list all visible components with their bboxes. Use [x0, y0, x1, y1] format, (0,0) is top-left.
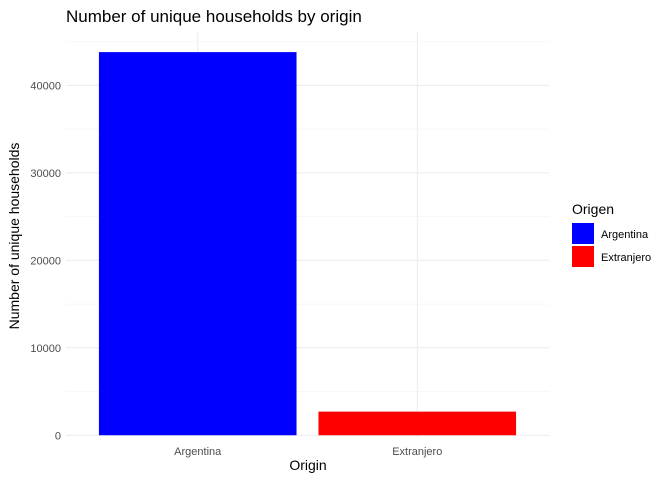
x-tick-label: Argentina [174, 446, 222, 458]
x-tick-label: Extranjero [392, 446, 442, 458]
legend-label: Argentina [601, 229, 649, 241]
y-tick-label: 40000 [30, 80, 61, 92]
legend-title: Origen [572, 201, 614, 217]
legend-key-argentina [572, 223, 594, 244]
y-tick-label: 30000 [30, 168, 61, 180]
y-tick-label: 0 [55, 430, 61, 442]
y-axis-ticks: 0 10000 20000 30000 40000 [30, 80, 61, 442]
bars [98, 52, 517, 436]
legend: Origen Argentina Extranjero [572, 201, 651, 267]
legend-label: Extranjero [601, 252, 651, 264]
chart-title: Number of unique households by origin [66, 7, 362, 26]
y-axis-title: Number of unique households [6, 143, 22, 330]
bar-extranjero [318, 411, 517, 436]
y-tick-label: 20000 [30, 255, 61, 267]
legend-key-extranjero [572, 246, 594, 267]
x-axis-title: Origin [289, 457, 326, 473]
y-tick-label: 10000 [30, 343, 61, 355]
x-axis-ticks: Argentina Extranjero [174, 446, 442, 458]
bar-argentina [98, 52, 297, 436]
